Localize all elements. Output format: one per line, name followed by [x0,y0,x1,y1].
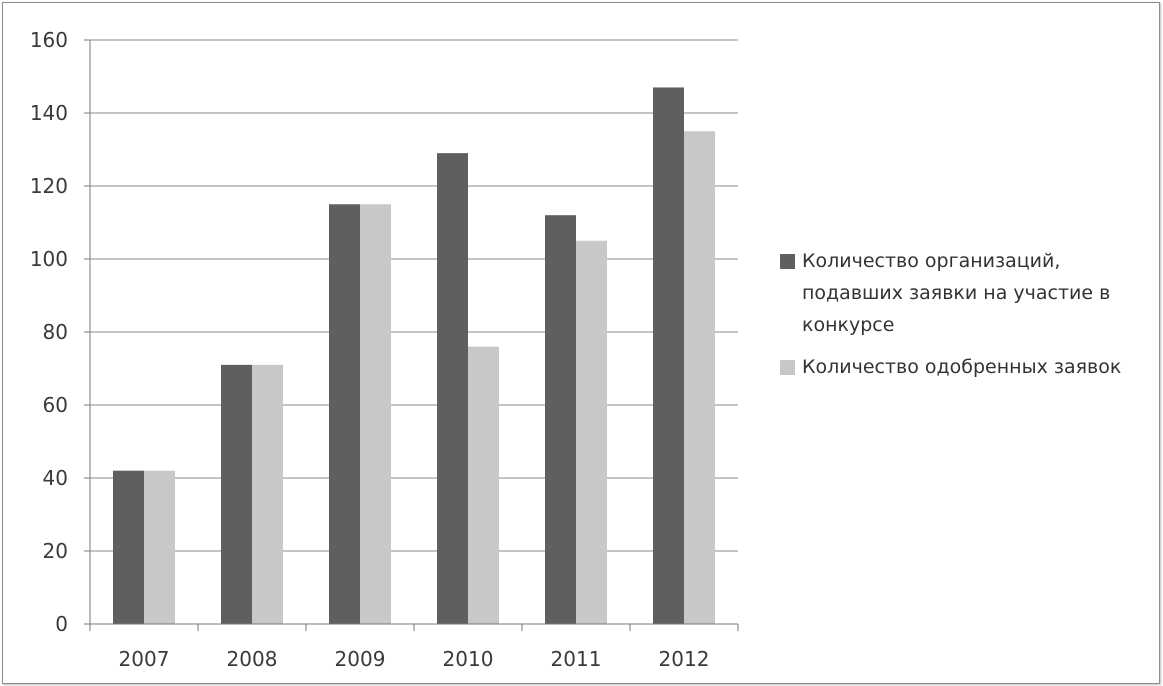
y-tick-label: 0 [55,612,68,636]
legend-label-approved: Количество одобренных заявок [802,356,1122,378]
y-tick-label: 40 [43,466,68,490]
x-tick-label: 2010 [443,647,494,671]
bar-applications-2011 [545,215,576,624]
legend-swatch-applications [780,254,795,269]
y-tick-label: 20 [43,539,68,563]
x-tick-label: 2007 [119,647,170,671]
tick-labels: 0 20 40 60 80 100 120 140 160 2007 2008 2009 2010 201… [30,28,710,671]
bar-approved-2008 [252,364,283,624]
legend-swatch-approved [780,360,795,375]
axes [84,39,739,631]
bar-approved-2007 [144,470,175,624]
bar-applications-2010 [437,153,468,624]
bar-approved-2012 [684,131,715,624]
gridlines [90,39,738,552]
bars [113,87,715,624]
x-tick-label: 2011 [551,647,602,671]
legend: Количество организаций, подавших заявки … [780,245,1150,393]
bar-applications-2009 [329,204,360,624]
legend-item-applications: Количество организаций, подавших заявки … [780,245,1150,341]
legend-item-approved: Количество одобренных заявок [780,351,1150,383]
bar-applications-2012 [653,87,684,624]
x-tick-label: 2012 [659,647,710,671]
bar-applications-2008 [221,364,252,624]
bar-approved-2011 [576,240,607,624]
y-tick-label: 60 [43,393,68,417]
y-tick-label: 120 [30,174,68,198]
y-tick-label: 160 [30,28,68,52]
x-tick-label: 2009 [335,647,386,671]
bar-approved-2010 [468,346,499,624]
y-tick-label: 100 [30,247,68,271]
x-tick-label: 2008 [227,647,278,671]
bar-applications-2007 [113,470,144,624]
y-tick-label: 80 [43,320,68,344]
legend-label-applications: Количество организаций, подавших заявки … [802,250,1111,336]
bar-approved-2009 [360,204,391,624]
y-tick-label: 140 [30,101,68,125]
